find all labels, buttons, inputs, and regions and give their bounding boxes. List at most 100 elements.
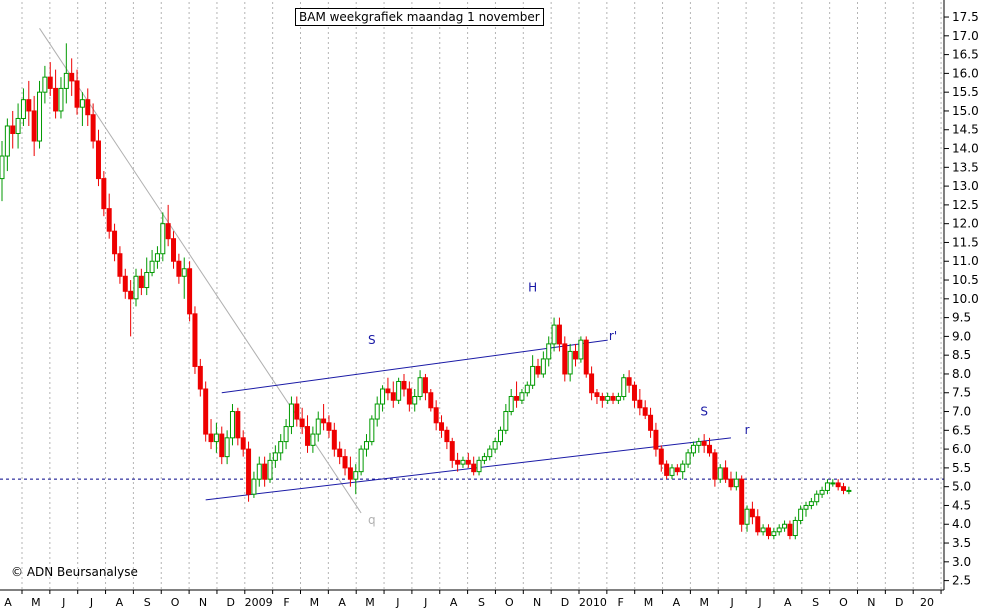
x-tick-label: J: [61, 596, 65, 609]
candle-body: [589, 373, 595, 394]
candle: [240, 430, 246, 457]
candle: [74, 69, 80, 115]
y-axis: 2.5 3.0 3.5 4.0 4.5 5.0 5.5 6.0 6.5 7.0 7.5 8.0 8.5 9…: [944, 10, 979, 588]
candle-body: [412, 396, 418, 405]
candle-body: [90, 114, 96, 142]
plot-frame: [0, 0, 945, 591]
candle: [58, 77, 64, 119]
candle: [690, 441, 696, 457]
y-tick-label: 6.0: [952, 442, 971, 456]
candle-body: [342, 456, 348, 469]
candle-body: [42, 76, 48, 93]
candle-body: [824, 482, 830, 491]
candle: [685, 449, 691, 468]
candle: [787, 520, 793, 540]
candle: [4, 118, 10, 172]
candle: [380, 385, 386, 412]
candle-body: [321, 418, 327, 424]
candle: [262, 456, 268, 487]
candle: [197, 358, 203, 397]
candle: [321, 404, 327, 431]
candle: [90, 103, 96, 149]
candle-body: [133, 275, 139, 300]
candle: [47, 62, 53, 96]
candle-body: [573, 350, 579, 360]
candle-body: [299, 418, 305, 428]
candle: [503, 404, 509, 435]
candle-body: [176, 260, 182, 277]
x-tick-label: S: [478, 596, 485, 609]
candle: [85, 88, 91, 126]
candle-body: [712, 452, 718, 480]
candle: [535, 358, 541, 378]
candle-body: [744, 508, 750, 525]
candle-body: [690, 444, 696, 454]
y-tick-label: 4.5: [952, 498, 971, 512]
candle: [219, 426, 225, 465]
y-tick-label: 8.5: [952, 348, 971, 362]
candle-body: [782, 523, 788, 529]
candle-body: [101, 178, 107, 210]
candle-body: [615, 396, 621, 401]
candle-body: [610, 396, 616, 401]
candle: [31, 95, 37, 157]
y-tick-label: 10.5: [952, 273, 979, 287]
candle-body: [621, 377, 627, 398]
candle-body: [363, 441, 369, 450]
x-tick-label: M: [700, 596, 710, 609]
candle-body: [487, 448, 493, 458]
y-tick-label: 5.0: [952, 480, 971, 494]
candle: [696, 437, 702, 453]
candle-body: [288, 403, 294, 428]
x-tick-label: J: [423, 596, 427, 609]
candle-body: [481, 456, 487, 461]
candle: [808, 497, 814, 510]
x-tick-label: J: [729, 596, 733, 609]
candle: [288, 396, 294, 435]
copyright-label: © ADN Beursanalyse: [11, 565, 138, 579]
candle-body: [310, 433, 316, 446]
candle-body: [154, 253, 160, 262]
candle: [208, 419, 214, 450]
candle: [160, 212, 166, 262]
candle-body: [369, 418, 375, 443]
candle-body: [578, 339, 584, 360]
candle: [578, 336, 584, 363]
candle: [605, 392, 611, 405]
x-tick-label: O: [839, 596, 848, 609]
candle-body: [262, 463, 268, 480]
y-tick-label: 2.5: [952, 574, 971, 588]
candle: [428, 388, 434, 412]
candle: [540, 351, 546, 378]
candle-body: [514, 396, 520, 401]
candle: [497, 426, 503, 446]
candle: [10, 110, 16, 149]
candle-body: [85, 99, 91, 116]
candle-body: [674, 467, 680, 473]
candle: [583, 336, 589, 378]
candle: [181, 257, 187, 299]
candle-body: [294, 403, 300, 420]
candle-body: [664, 463, 670, 476]
x-tick-label: J: [89, 596, 93, 609]
candle-body: [396, 380, 402, 401]
annotation-q: q: [368, 513, 376, 527]
candle-body: [15, 117, 21, 135]
candle: [765, 524, 771, 540]
candle: [680, 460, 686, 480]
candle: [653, 422, 659, 457]
y-tick-label: 12.0: [952, 217, 979, 231]
candle-body: [192, 313, 198, 367]
y-tick-label: 17.5: [952, 10, 979, 24]
candle: [267, 452, 273, 483]
candle-body: [642, 407, 648, 416]
candle-body: [69, 72, 75, 82]
candle: [224, 430, 230, 465]
y-tick-label: 9.0: [952, 329, 971, 343]
candle: [229, 404, 235, 446]
candle-body: [535, 365, 541, 375]
candle-body: [669, 467, 675, 476]
candle-body: [58, 87, 64, 112]
candle: [246, 441, 252, 502]
